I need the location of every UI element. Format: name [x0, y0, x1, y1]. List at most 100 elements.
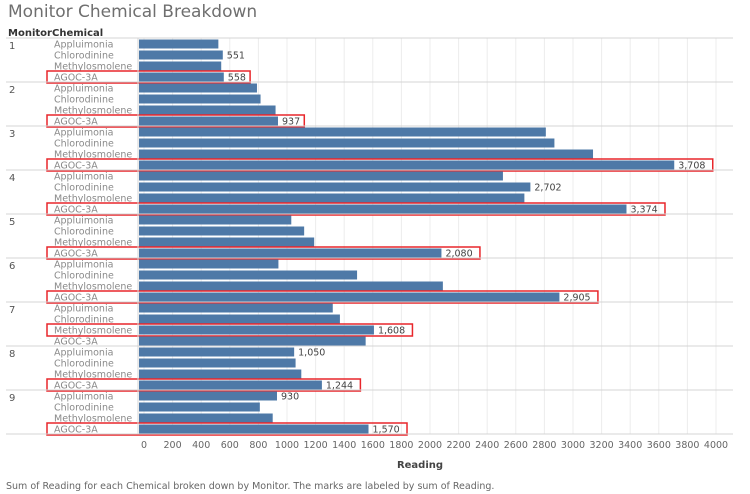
chemical-label: Methylosmolene	[54, 414, 132, 425]
bar	[139, 127, 546, 137]
highlight-box	[46, 422, 408, 436]
bar-value-label: 1,570	[373, 425, 400, 436]
x-tick-label: 4000	[704, 440, 728, 451]
chemical-label: Chlorodinine	[54, 271, 114, 282]
monitor-label: 5	[9, 217, 15, 228]
bar	[139, 358, 296, 368]
bar	[139, 72, 224, 82]
monitor-label: 8	[9, 349, 15, 360]
chemical-label: AGOC-3A	[54, 205, 98, 216]
chemical-label: Methylosmolene	[54, 106, 132, 117]
x-axis-title: Reading	[397, 460, 443, 471]
bar	[139, 237, 315, 247]
chemical-label: Chlorodinine	[54, 227, 114, 238]
bar	[139, 149, 594, 159]
bar	[139, 402, 260, 412]
chemical-label: Chlorodinine	[54, 403, 114, 414]
x-tick-label: 1000	[275, 440, 299, 451]
monitor-column-header: Monitor	[8, 28, 52, 39]
monitor-label: 6	[9, 261, 15, 272]
x-tick-label: 2600	[504, 440, 528, 451]
bar-value-label: 2,702	[534, 183, 561, 194]
bar	[139, 116, 278, 126]
bar	[139, 105, 276, 115]
bar	[139, 391, 277, 401]
bar-value-label: 558	[228, 73, 246, 84]
bar	[139, 182, 531, 192]
chemical-label: AGOC-3A	[54, 249, 98, 260]
monitor-label: 9	[9, 393, 15, 404]
chemical-label: Chlorodinine	[54, 183, 114, 194]
chemical-label: Methylosmolene	[54, 62, 132, 73]
x-tick-label: 3800	[675, 440, 699, 451]
monitor-label: 4	[9, 173, 15, 184]
bar	[139, 39, 219, 49]
bar	[139, 292, 560, 302]
bar	[139, 259, 279, 269]
chemical-label: AGOC-3A	[54, 73, 98, 84]
x-tick-label: 600	[221, 440, 239, 451]
bar-value-label: 937	[282, 117, 300, 128]
highlight-box	[46, 70, 251, 84]
chemical-label: Appluimonia	[54, 40, 113, 51]
bar-value-label: 1,050	[298, 348, 325, 359]
bar	[139, 380, 322, 390]
bar	[139, 270, 358, 280]
bar	[139, 61, 222, 71]
chemical-label: Chlorodinine	[54, 315, 114, 326]
x-tick-label: 400	[192, 440, 210, 451]
chemical-column-header: Chemical	[52, 28, 104, 39]
x-tick-label: 200	[164, 440, 182, 451]
bar	[139, 160, 675, 170]
highlight-box	[46, 114, 306, 128]
x-tick-label: 1400	[332, 440, 356, 451]
bar	[139, 193, 525, 203]
bar	[139, 248, 442, 258]
chemical-label: AGOC-3A	[54, 425, 98, 436]
x-tick-label: 3200	[590, 440, 614, 451]
highlight-box	[46, 158, 714, 172]
chemical-label: AGOC-3A	[54, 381, 98, 392]
chemical-label: Chlorodinine	[54, 51, 114, 62]
monitor-label: 7	[9, 305, 15, 316]
highlight-box	[46, 246, 481, 260]
bar	[139, 369, 302, 379]
bar-value-label: 3,708	[678, 161, 705, 172]
bar-value-label: 1,608	[378, 326, 405, 337]
chemical-label: Chlorodinine	[54, 359, 114, 370]
x-tick-label: 2200	[447, 440, 471, 451]
monitor-label: 3	[9, 129, 15, 140]
chemical-label: Chlorodinine	[54, 95, 114, 106]
chemical-label: Chlorodinine	[54, 139, 114, 150]
chemical-label: AGOC-3A	[54, 293, 98, 304]
x-tick-label: 1200	[304, 440, 328, 451]
chemical-label: AGOC-3A	[54, 337, 98, 348]
bar	[139, 94, 261, 104]
bar-value-label: 2,080	[445, 249, 472, 260]
highlight-box	[46, 378, 362, 392]
bar	[139, 83, 257, 93]
bar	[139, 325, 374, 335]
x-tick-label: 1800	[389, 440, 413, 451]
monitor-label: 1	[9, 41, 15, 52]
highlight-box	[46, 323, 414, 337]
bar	[139, 424, 369, 434]
chemical-label: Appluimonia	[54, 348, 113, 359]
x-tick-label: 2000	[418, 440, 442, 451]
chemical-label: Appluimonia	[54, 128, 113, 139]
bar-value-label: 2,905	[563, 293, 590, 304]
x-tick-label: 800	[249, 440, 267, 451]
x-tick-label: 3400	[618, 440, 642, 451]
x-tick-label: 1600	[361, 440, 385, 451]
bar	[139, 303, 333, 313]
bar	[139, 50, 223, 60]
chemical-label: Appluimonia	[54, 260, 113, 271]
chemical-label: Methylosmolene	[54, 326, 132, 337]
chemical-label: AGOC-3A	[54, 161, 98, 172]
bar-value-label: 3,374	[630, 205, 657, 216]
chemical-label: Appluimonia	[54, 172, 113, 183]
chemical-label: Appluimonia	[54, 84, 113, 95]
x-tick-label: 3600	[647, 440, 671, 451]
chemical-label: Methylosmolene	[54, 150, 132, 161]
